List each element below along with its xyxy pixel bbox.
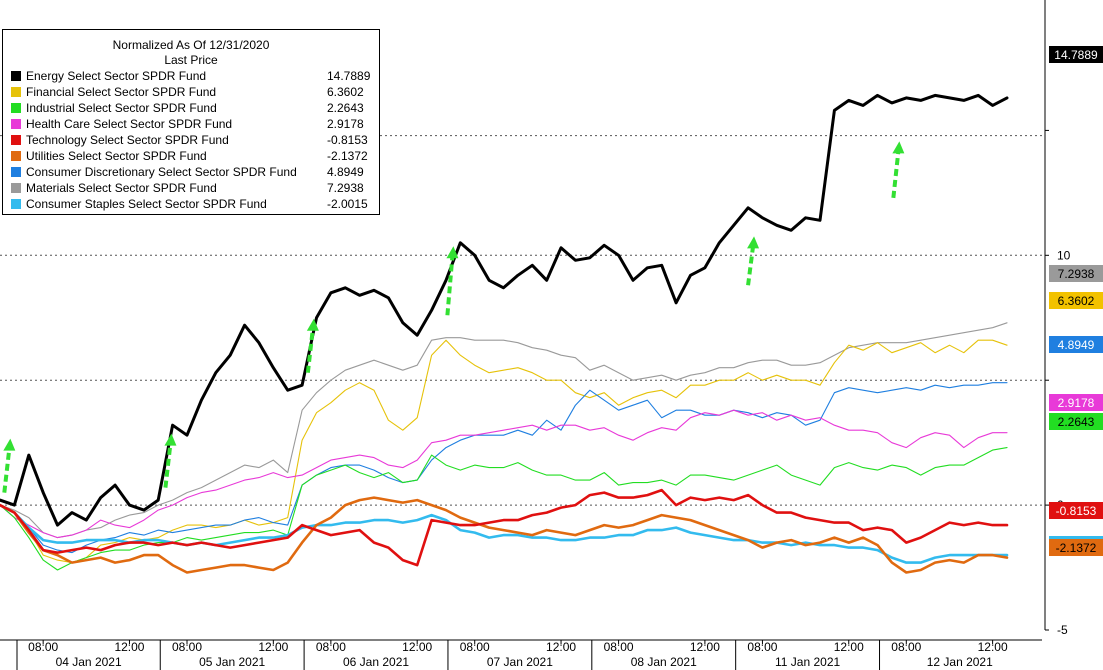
annotation-arrowhead: [446, 246, 459, 259]
legend-entry: Industrial Select Sector SPDR Fund 2.2643: [3, 100, 379, 116]
annotation-arrow: [2, 448, 12, 493]
series-line: [0, 322, 1008, 539]
legend-entry: Technology Select Sector SPDR Fund -0.815…: [3, 132, 379, 148]
last-value-badge: [1049, 502, 1103, 519]
last-value-label: 4.8949: [1058, 338, 1095, 352]
series-line: [0, 503, 1009, 564]
legend-title: Normalized As Of 12/31/2020: [112, 38, 270, 52]
legend-swatch: [11, 103, 21, 113]
legend-series-name: Financial Select Sector SPDR Fund: [26, 85, 217, 99]
series-line: [0, 339, 1008, 564]
x-day-label: 08 Jan 2021: [631, 655, 697, 669]
legend-last-price: 2.2643: [327, 101, 364, 115]
x-tick-label: 12:00: [114, 640, 144, 654]
x-tick-label: 08:00: [460, 640, 490, 654]
last-value-badge: [1049, 265, 1103, 282]
legend-series-name: Materials Select Sector SPDR Fund: [26, 181, 217, 195]
last-value-label: 2.2643: [1058, 415, 1095, 429]
last-value-badge: [1049, 394, 1103, 411]
legend-entry: Materials Select Sector SPDR Fund 7.2938: [3, 180, 379, 196]
series-line: [0, 409, 1008, 539]
annotation-arrow: [305, 328, 315, 373]
annotation-arrowhead: [3, 438, 16, 451]
last-value-label: 14.7889: [1054, 48, 1098, 62]
x-day-label: 11 Jan 2021: [775, 655, 840, 669]
annotation-arrowhead: [892, 141, 905, 154]
x-day-label: 07 Jan 2021: [487, 655, 553, 669]
y-tick-label: -5: [1057, 623, 1068, 637]
last-value-badge: [1049, 336, 1103, 353]
series-line: [0, 488, 1009, 567]
x-day-label: 04 Jan 2021: [56, 655, 122, 669]
series-line: [0, 382, 1008, 554]
x-tick-label: 12:00: [978, 640, 1008, 654]
last-value-badge: [1049, 413, 1103, 430]
legend-swatch: [11, 151, 21, 161]
legend-series-name: Technology Select Sector SPDR Fund: [26, 133, 229, 147]
last-value-badge: [1049, 46, 1103, 63]
legend-series-name: Consumer Staples Select Sector SPDR Fund: [26, 197, 267, 211]
x-tick-label: 12:00: [546, 640, 576, 654]
y-tick-label: 10: [1057, 248, 1071, 262]
legend-entry: Health Care Select Sector SPDR Fund 2.917…: [3, 116, 379, 132]
legend-entry: Energy Select Sector SPDR Fund 14.7889: [3, 68, 379, 84]
last-value-badge: [1049, 539, 1103, 556]
x-day-label: 06 Jan 2021: [343, 655, 409, 669]
annotation-arrow: [891, 151, 901, 199]
last-value-label: -0.8153: [1056, 504, 1097, 518]
x-tick-label: 08:00: [891, 640, 921, 654]
legend-series-name: Consumer Discretionary Select Sector SPD…: [26, 165, 297, 179]
legend-last-price: -2.1372: [327, 149, 368, 163]
x-tick-label: 08:00: [604, 640, 634, 654]
legend-subtitle: Last Price: [164, 53, 218, 67]
last-value-label: 7.2938: [1058, 267, 1095, 281]
x-tick-label: 08:00: [28, 640, 58, 654]
legend-series-name: Health Care Select Sector SPDR Fund: [26, 117, 233, 131]
annotation-arrow: [746, 246, 756, 286]
legend-last-price: 14.7889: [327, 69, 371, 83]
annotation-arrow: [445, 256, 455, 316]
x-tick-label: 08:00: [747, 640, 777, 654]
last-value-label: -2.1372: [1056, 541, 1097, 555]
x-day-label: 05 Jan 2021: [199, 655, 265, 669]
legend-swatch: [11, 199, 21, 209]
last-value-label: 6.3602: [1058, 294, 1095, 308]
legend-series-name: Energy Select Sector SPDR Fund: [26, 69, 207, 83]
legend-swatch: [11, 119, 21, 129]
legend: Normalized As Of 12/31/2020 Last Price E…: [2, 29, 380, 215]
annotation-arrowhead: [164, 433, 177, 446]
legend-swatch: [11, 167, 21, 177]
legend-series-name: Utilities Select Sector SPDR Fund: [26, 149, 207, 163]
legend-last-price: -2.0015: [327, 197, 368, 211]
last-value-badge: [1049, 292, 1103, 309]
series-line: [0, 496, 1009, 574]
x-day-label: 12 Jan 2021: [927, 655, 993, 669]
legend-swatch: [11, 135, 21, 145]
annotation-arrow: [163, 443, 173, 488]
x-tick-label: 12:00: [690, 640, 720, 654]
legend-last-price: -0.8153: [327, 133, 368, 147]
legend-swatch: [11, 87, 21, 97]
legend-series-name: Industrial Select Sector SPDR Fund: [26, 101, 217, 115]
x-tick-label: 08:00: [316, 640, 346, 654]
legend-entry: Utilities Select Sector SPDR Fund -2.1372: [3, 148, 379, 164]
legend-entry: Financial Select Sector SPDR Fund 6.3602: [3, 84, 379, 100]
legend-last-price: 7.2938: [327, 181, 364, 195]
x-tick-label: 12:00: [258, 640, 288, 654]
x-tick-label: 08:00: [172, 640, 202, 654]
annotation-arrowhead: [306, 318, 319, 331]
annotation-arrowhead: [747, 236, 760, 249]
legend-swatch: [11, 71, 21, 81]
x-tick-label: 12:00: [402, 640, 432, 654]
legend-entry: Consumer Staples Select Sector SPDR Fund…: [3, 196, 379, 212]
legend-last-price: 2.9178: [327, 117, 364, 131]
legend-swatch: [11, 183, 21, 193]
legend-last-price: 6.3602: [327, 85, 364, 99]
x-tick-label: 12:00: [834, 640, 864, 654]
legend-entry: Consumer Discretionary Select Sector SPD…: [3, 164, 379, 180]
legend-last-price: 4.8949: [327, 165, 364, 179]
last-value-label: 2.9178: [1058, 396, 1095, 410]
